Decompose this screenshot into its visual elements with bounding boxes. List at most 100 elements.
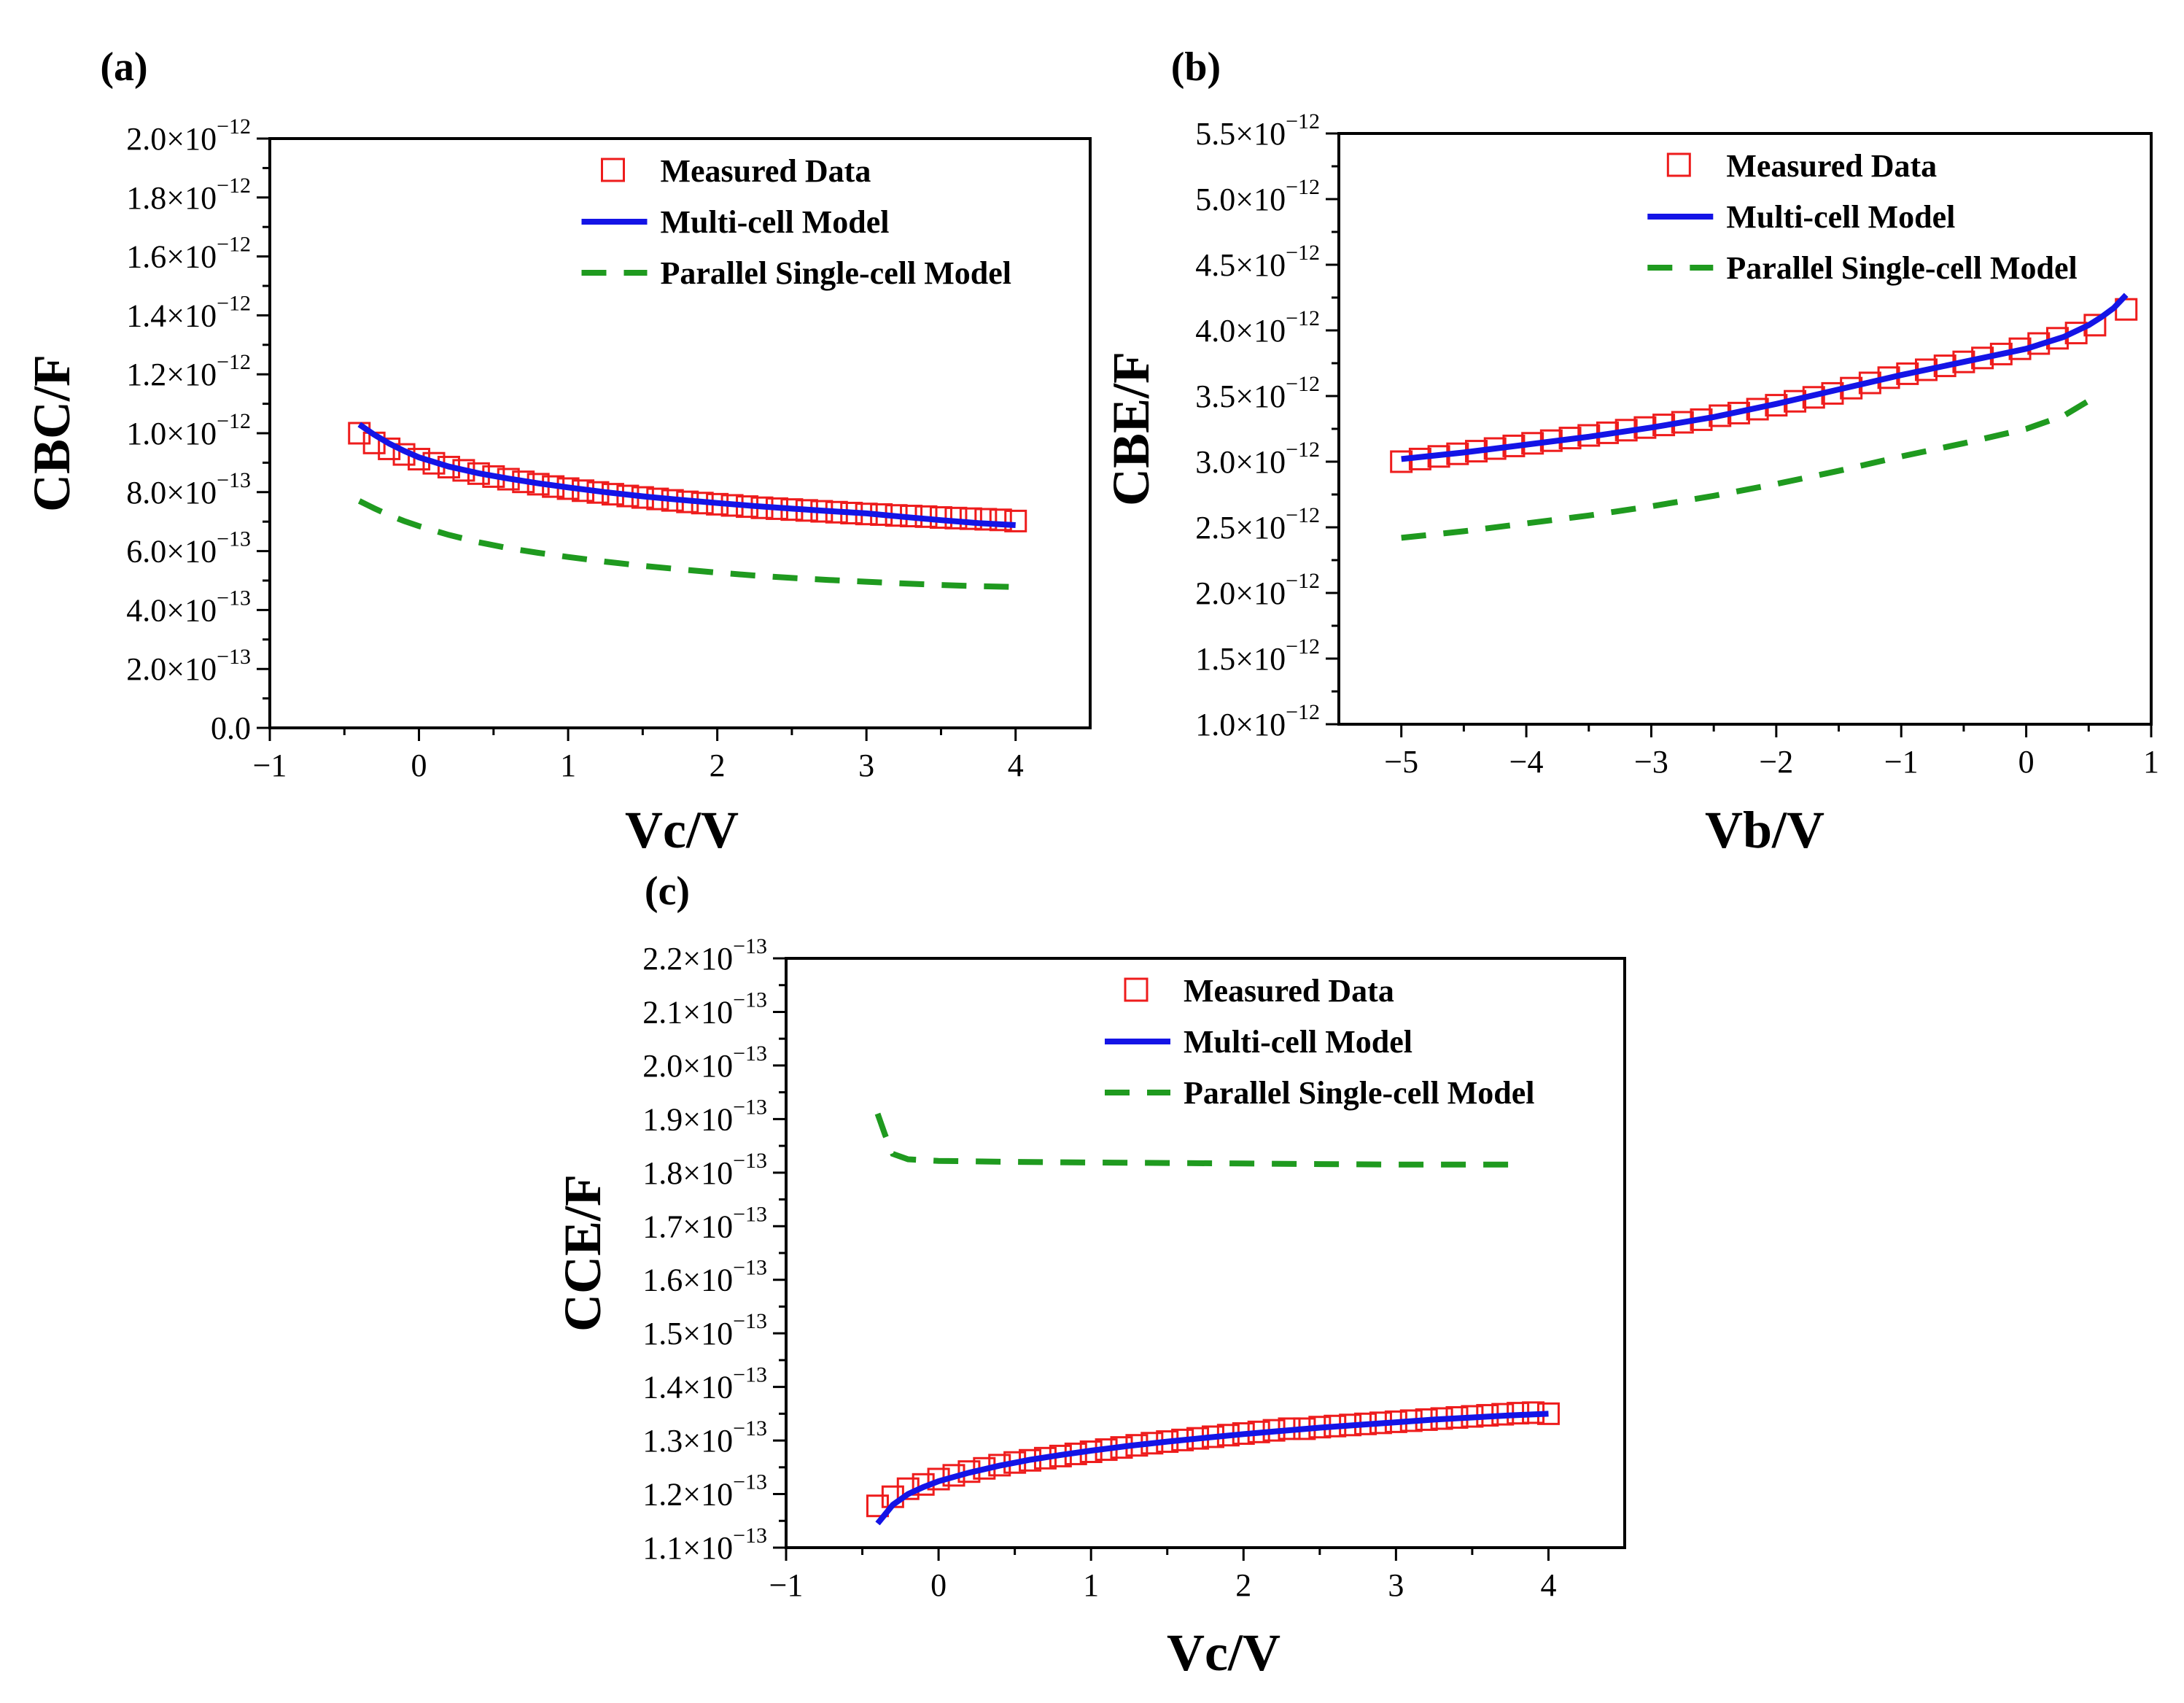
y-tick-exponent: −13 [733,1524,767,1548]
y-tick-exponent: −12 [1286,306,1320,330]
x-axis-title: Vb/V [1705,801,1824,859]
y-tick-label: 1.9×10−13 [642,1095,767,1137]
y-tick-label: 1.8×10−13 [642,1149,767,1191]
y-tick-mantissa: 2.0×10 [126,651,217,687]
legend-marker-measured [1666,152,1691,177]
x-tick-label: −1 [253,748,287,783]
y-tick-label: 1.6×10−13 [642,1256,767,1298]
y-tick-label: 5.5×10−12 [1195,109,1320,152]
x-axis-title: Vc/V [1167,1624,1281,1682]
y-tick-exponent: −13 [733,1309,767,1333]
y-tick-mantissa: 2.0×10 [1195,575,1286,611]
panel-label: (b) [1171,44,1221,90]
y-tick-label: 2.5×10−12 [1195,503,1320,546]
data-point-measured [1390,450,1413,473]
x-tick-label: 1 [2143,744,2159,780]
series-line-parallel-single-cell [874,1112,1526,1168]
y-tick-mantissa: 1.8×10 [126,180,217,216]
y-tick-mantissa: 1.6×10 [642,1262,733,1298]
y-tick-label: 4.0×10−13 [126,586,251,628]
series-line-multi-cell [1401,292,2129,462]
x-tick-label: 2 [710,748,726,783]
y-tick-mantissa: 1.6×10 [126,239,217,275]
y-tick-mantissa: 1.2×10 [642,1477,733,1513]
y-tick-exponent: −13 [217,468,251,492]
y-tick-mantissa: 4.0×10 [1195,313,1286,349]
x-tick-label: 0 [411,748,427,783]
y-tick-label: 6.0×10−13 [126,527,251,570]
y-tick-exponent: −13 [733,1202,767,1226]
legend-label: Multi-cell Model [1726,199,1955,235]
y-tick-label: 5.0×10−12 [1195,175,1320,217]
y-tick-mantissa: 1.0×10 [1195,707,1286,742]
y-tick-label: 1.4×10−13 [642,1363,767,1405]
y-tick-mantissa: 2.0×10 [642,1048,733,1084]
y-tick-exponent: −12 [217,409,251,433]
legend: Measured Data Multi-cell Model Parallel Si… [1647,148,2078,286]
legend-label: Measured Data [1726,148,1937,184]
y-tick-exponent: −12 [1286,175,1320,199]
y-tick-exponent: −12 [217,115,251,139]
y-tick-label: 3.5×10−12 [1195,372,1320,414]
x-tick-label: 4 [1008,748,1024,783]
y-axis-title: CBC/F [23,354,81,512]
y-tick-exponent: −13 [733,1256,767,1280]
y-tick-exponent: −12 [1286,503,1320,527]
y-tick-exponent: −13 [733,1095,767,1119]
x-tick-label: −4 [1509,744,1544,780]
y-tick-label: 1.5×10−12 [1195,635,1320,677]
y-tick-label: 4.5×10−12 [1195,241,1320,283]
series-line-parallel-single-cell [357,498,1016,590]
legend-marker-measured [601,158,625,182]
y-tick-label: 2.0×10−13 [126,645,251,687]
data-point-measured [989,508,1012,532]
series-line-multi-cell [875,1411,1549,1526]
series-line-parallel-single-cell [1401,390,2103,541]
y-tick-label: 1.7×10−13 [642,1202,767,1244]
y-tick-exponent: −12 [217,350,251,374]
y-tick-mantissa: 1.2×10 [126,357,217,392]
y-axis-title: CBE/F [1102,352,1160,506]
legend: Measured Data Multi-cell Model Parallel Si… [1105,973,1534,1111]
y-tick-exponent: −13 [733,1041,767,1066]
y-tick-mantissa: 2.2×10 [642,941,733,977]
y-tick-mantissa: 3.5×10 [1195,379,1286,414]
y-tick-label: 2.1×10−13 [642,988,767,1030]
data-point-measured [959,507,982,530]
y-axis-title: CCE/F [553,1174,612,1332]
y-tick-label: 1.0×10−12 [1195,700,1320,742]
y-tick-label: 2.0×10−12 [126,115,251,157]
x-tick-label: −3 [1634,744,1668,780]
y-tick-label: 1.5×10−13 [642,1309,767,1351]
y-tick-exponent: −12 [1286,635,1320,659]
y-tick-exponent: −12 [217,233,251,257]
y-tick-mantissa: 0.0 [211,710,251,746]
y-tick-label: 0.0 [211,710,251,746]
y-tick-exponent: −13 [217,645,251,669]
y-tick-mantissa: 4.5×10 [1195,247,1286,283]
x-tick-label: 4 [1540,1567,1556,1603]
x-tick-label: −1 [1884,744,1919,780]
y-tick-mantissa: 5.0×10 [1195,182,1286,217]
legend-item: Multi-cell Model [581,204,890,240]
y-tick-exponent: −12 [1286,109,1320,133]
y-tick-mantissa: 1.8×10 [642,1155,733,1191]
x-tick-label: 0 [2018,744,2035,780]
x-tick-label: 1 [1083,1567,1099,1603]
panel-label: (a) [100,44,147,90]
y-tick-mantissa: 5.5×10 [1195,116,1286,152]
x-tick-label: −1 [769,1567,804,1603]
legend-label: Multi-cell Model [1184,1024,1412,1060]
x-tick-label: 0 [930,1567,947,1603]
x-tick-label: −2 [1759,744,1793,780]
y-tick-label: 2.0×10−12 [1195,569,1320,611]
y-tick-label: 1.0×10−12 [126,409,251,451]
y-tick-exponent: −12 [1286,241,1320,265]
panel-a: (a)−1 0 1 2 3 40.02.0×10−134.0×10−136.0×10−13… [23,44,1092,859]
y-tick-label: 1.2×10−13 [642,1470,767,1513]
y-tick-label: 1.6×10−12 [126,233,251,275]
legend-marker-measured [1124,977,1149,1002]
x-tick-label: −5 [1384,744,1418,780]
legend-label: Measured Data [1184,973,1394,1009]
